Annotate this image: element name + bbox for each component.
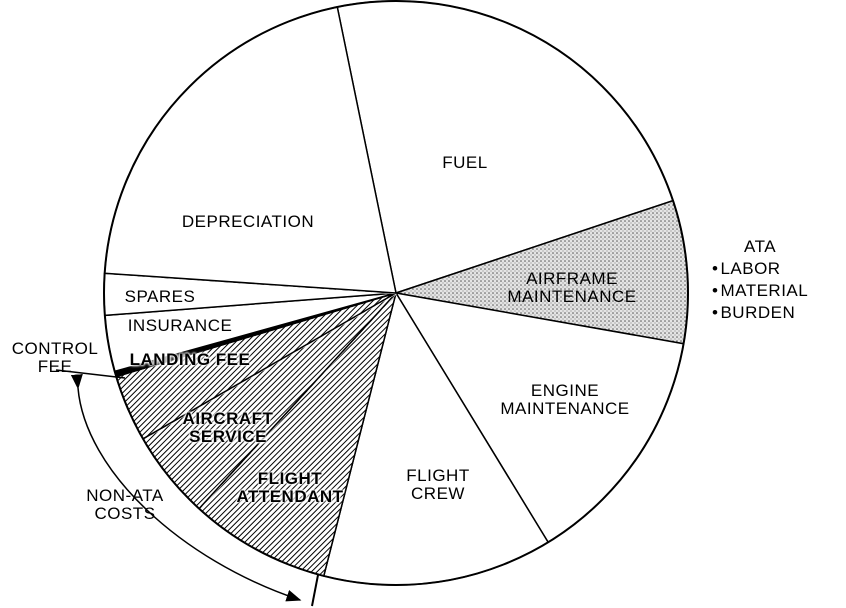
slice-label: CONTROL FEE (11, 339, 99, 376)
ata-item: MATERIAL (712, 280, 808, 302)
slice-label: FLIGHT CREW (406, 466, 470, 503)
slice-label: INSURANCE (127, 316, 233, 336)
slice-label: LANDING FEE (129, 350, 251, 370)
non-ata-label: NON-ATA COSTS (86, 486, 164, 523)
slice-label: AIRCRAFT SERVICE (182, 409, 274, 446)
bracket-tick (311, 574, 319, 607)
ata-list: LABORMATERIALBURDEN (712, 258, 808, 324)
slice-label: FUEL (442, 153, 488, 173)
slice-label: DEPRECIATION (181, 212, 315, 232)
ata-item: BURDEN (712, 302, 808, 324)
pie-rim (103, 0, 689, 586)
ata-note: ATA LABORMATERIALBURDEN (712, 236, 808, 324)
slice-label: ENGINE MAINTENANCE (500, 381, 630, 418)
slice-label: AIRFRAME MAINTENANCE (507, 269, 637, 306)
slice-label: SPARES (124, 287, 196, 307)
ata-title: ATA (744, 237, 777, 256)
slice-label: FLIGHT ATTENDANT (236, 469, 344, 506)
ata-item: LABOR (712, 258, 808, 280)
bracket-arrow (70, 374, 302, 602)
